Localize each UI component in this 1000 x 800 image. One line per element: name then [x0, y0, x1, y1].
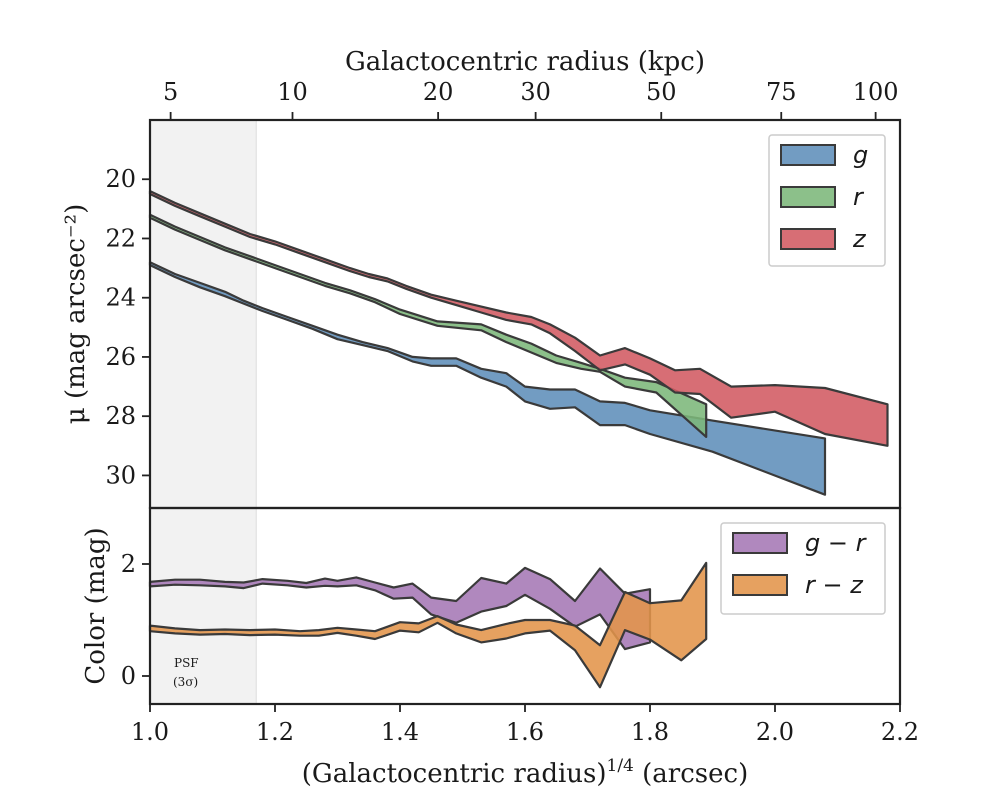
legend-swatch — [732, 532, 788, 554]
legend-swatch — [732, 574, 788, 596]
x-tick-label-bottom: 1.8 — [631, 718, 669, 746]
y-tick-label-bottom: 2 — [121, 550, 136, 578]
x-top-tick-label: 50 — [646, 78, 677, 106]
legend-swatch — [780, 186, 836, 208]
y-tick-label-top: 28 — [105, 402, 136, 430]
y-tick-label-bottom: 0 — [121, 662, 136, 690]
band-z — [148, 190, 889, 447]
y-tick-label-top: 30 — [105, 461, 136, 489]
x-top-tick-label: 75 — [766, 78, 797, 106]
psf-label: PSF — [174, 656, 199, 670]
x-tick-label-bottom: 1.0 — [131, 718, 169, 746]
legend-label: r − z — [805, 571, 864, 599]
y-axis-title-bottom: Color (mag) — [81, 527, 111, 684]
band-g — [148, 261, 827, 496]
psf-shaded-region — [149, 119, 257, 705]
x-axis-title-bottom: (Galactocentric radius)1/4 (arcsec) — [302, 756, 748, 789]
x-tick-label-bottom: 1.6 — [506, 718, 544, 746]
y-tick-label-top: 26 — [105, 343, 136, 371]
band-r-z — [148, 561, 708, 689]
x-top-tick-label: 5 — [163, 78, 178, 106]
x-top-tick-label: 10 — [277, 78, 308, 106]
x-tick-label-bottom: 2.0 — [756, 718, 794, 746]
y-tick-label-top: 24 — [105, 284, 136, 312]
legend-label: g − r — [805, 529, 868, 557]
legend-label: r — [853, 183, 865, 211]
legend-label: z — [852, 225, 867, 253]
legend-label: g — [853, 141, 868, 169]
y-tick-label-top: 20 — [105, 165, 136, 193]
x-top-axis-title: Galactocentric radius (kpc) — [345, 47, 705, 77]
psf-sigma-label: (3σ) — [173, 675, 198, 689]
x-top-tick-label: 20 — [423, 78, 454, 106]
x-tick-label-bottom: 1.4 — [381, 718, 419, 746]
x-tick-label-bottom: 2.2 — [881, 718, 919, 746]
band-g-r — [148, 566, 652, 651]
x-top-tick-label: 100 — [853, 78, 899, 106]
band-r — [148, 213, 708, 438]
x-top-tick-label: 30 — [520, 78, 551, 106]
legend-swatch — [780, 228, 836, 250]
x-tick-label-bottom: 1.2 — [256, 718, 294, 746]
legend-swatch — [780, 144, 836, 166]
y-tick-label-top: 22 — [105, 224, 136, 252]
y-axis-title-top: μ (mag arcsec⁻²) — [61, 204, 91, 424]
